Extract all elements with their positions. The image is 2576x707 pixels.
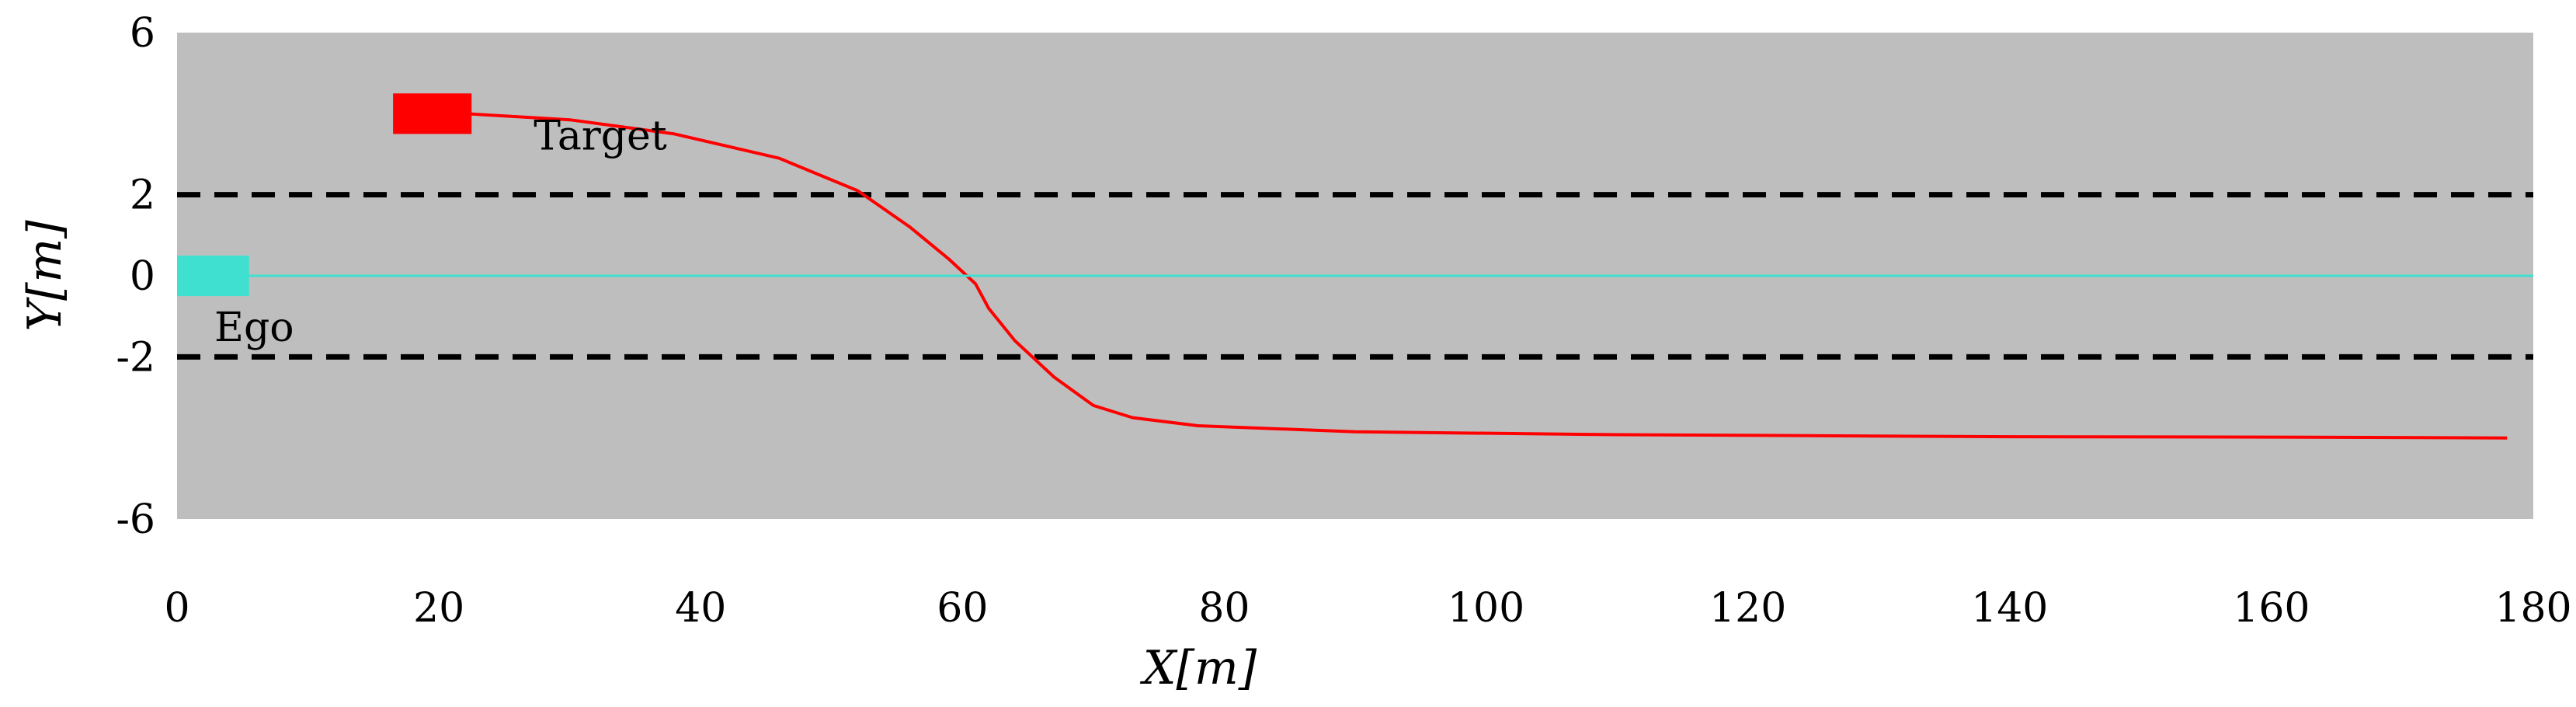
y-tick-label: 0 <box>130 253 155 300</box>
x-tick-label: 80 <box>1198 585 1250 632</box>
series-line-target-trajectory <box>464 112 2508 440</box>
x-tick-label: 100 <box>1448 585 1524 632</box>
x-tick-label: 20 <box>413 585 464 632</box>
y-axis-label: Y[m] <box>18 220 72 332</box>
vehicle-label-target: Target <box>534 113 667 159</box>
x-tick-label: 140 <box>1971 585 2048 632</box>
y-tick-label: 2 <box>130 172 155 219</box>
series-layer <box>177 112 2533 440</box>
vehicle-label-ego: Ego <box>214 305 294 351</box>
x-tick-label: 120 <box>1709 585 1786 632</box>
y-tick-labels: 6 2 0 -2 -6 <box>116 10 155 543</box>
y-tick-label: -6 <box>116 496 155 543</box>
x-tick-labels: 0 20 40 60 80 100 120 140 160 180 <box>164 585 2571 632</box>
x-tick-label: 60 <box>937 585 988 632</box>
lane-lines <box>177 192 2533 360</box>
y-tick-label: 6 <box>130 10 155 57</box>
x-axis-label: X[m] <box>1140 641 1257 695</box>
x-tick-label: 180 <box>2494 585 2571 632</box>
x-tick-label: 0 <box>164 585 189 632</box>
y-tick-label: -2 <box>116 334 155 381</box>
vehicle-ego <box>177 255 249 297</box>
vehicles-layer: Target Ego <box>177 93 667 351</box>
x-tick-label: 40 <box>675 585 726 632</box>
vehicle-target <box>393 93 472 134</box>
x-tick-label: 160 <box>2233 585 2310 632</box>
